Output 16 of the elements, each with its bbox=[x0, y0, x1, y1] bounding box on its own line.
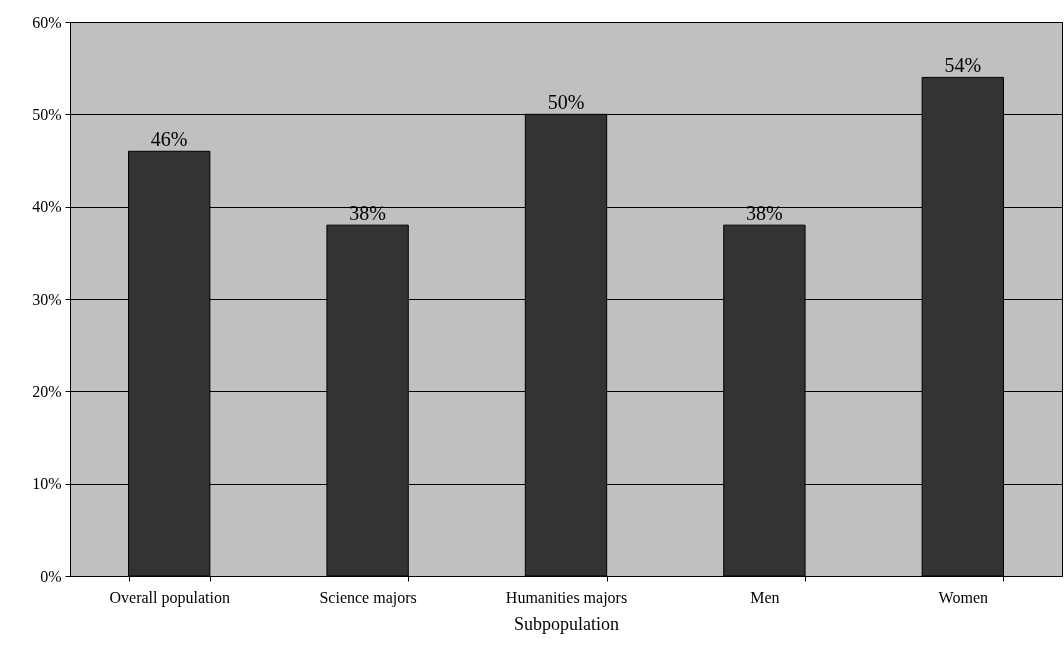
x-tick-label: Science majors bbox=[319, 588, 417, 607]
y-tick-label: 10% bbox=[32, 475, 62, 493]
x-tick-label: Women bbox=[938, 588, 988, 606]
y-tick-label: 20% bbox=[32, 382, 62, 400]
x-tick-label: Men bbox=[750, 588, 780, 606]
y-tick-label: 40% bbox=[32, 198, 62, 216]
x-axis-title: Subpopulation bbox=[513, 613, 620, 634]
y-tick-label: 60% bbox=[32, 13, 62, 31]
y-tick-label: 50% bbox=[32, 105, 62, 123]
data-label: 54% bbox=[944, 54, 982, 77]
data-label: 46% bbox=[150, 128, 188, 151]
x-tick-label: Humanities majors bbox=[505, 588, 628, 607]
x-tick-label: Overall population bbox=[109, 588, 230, 607]
y-tick-label: 0% bbox=[40, 567, 62, 585]
y-tick-label: 30% bbox=[32, 290, 62, 308]
data-label: 50% bbox=[547, 91, 585, 114]
